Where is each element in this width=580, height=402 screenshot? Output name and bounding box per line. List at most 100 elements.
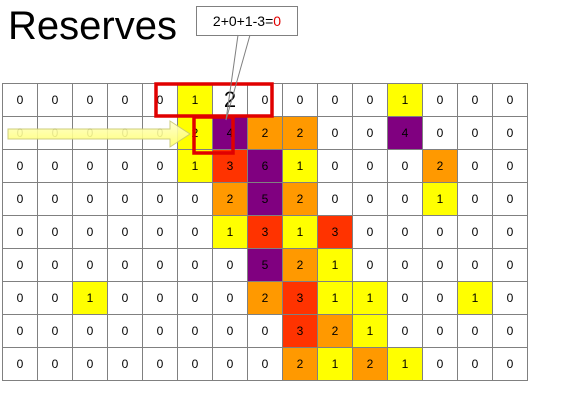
grid-row: 0 0 1 0 0 0 0 2 3 1 1 0 0 1 0: [2, 281, 528, 315]
grid-cell-value: 0: [86, 258, 94, 272]
grid-cell-value: 0: [156, 93, 164, 107]
grid-cell: 1: [317, 248, 353, 282]
grid-cell: 0: [247, 83, 283, 117]
grid-cell: 1: [177, 149, 213, 183]
grid-cell-value: 4: [401, 126, 409, 140]
grid-cell: 2: [282, 116, 318, 150]
grid-cell: 0: [37, 83, 73, 117]
grid-cell-value: 0: [51, 258, 59, 272]
grid-cell-value: 1: [226, 225, 234, 239]
grid-cell: 0: [457, 182, 493, 216]
grid-cell: 0: [492, 314, 528, 348]
grid-cell: 1: [72, 281, 108, 315]
grid-cell-value: 0: [401, 159, 409, 173]
grid-cell: 0: [37, 347, 73, 381]
grid-cell-value: 0: [51, 93, 59, 107]
grid-cell: 3: [282, 314, 318, 348]
grid-cell-value: 0: [121, 357, 129, 371]
grid-cell: 0: [37, 182, 73, 216]
grid-cell: 2: [282, 347, 318, 381]
grid-cell-value: 0: [156, 258, 164, 272]
grid-cell-value: 1: [401, 93, 409, 107]
grid-cell-value: 0: [331, 93, 339, 107]
slide-title: Reserves: [8, 4, 177, 48]
grid-cell-value: 0: [261, 93, 269, 107]
grid-cell-value: 2: [226, 192, 234, 206]
grid-cell-value: 0: [436, 258, 444, 272]
grid-cell-value: 0: [156, 192, 164, 206]
grid-cell-value: 0: [121, 93, 129, 107]
grid-cell: 0: [317, 182, 353, 216]
grid-cell: 0: [387, 182, 423, 216]
grid-row: 0 0 0 0 0 1 3 6 1 0 0 0 2 0 0: [2, 149, 528, 183]
grid-cell: 2: [352, 347, 388, 381]
grid-cell: 2: [422, 149, 458, 183]
grid-cell-value: 0: [16, 93, 24, 107]
grid-cell-value: 2: [261, 291, 269, 305]
grid-cell: 1: [387, 347, 423, 381]
grid-cell-value: 0: [401, 258, 409, 272]
grid-cell: 5: [247, 182, 283, 216]
grid-cell-value: 0: [471, 192, 479, 206]
grid-cell: 0: [72, 215, 108, 249]
grid-cell: 0: [492, 149, 528, 183]
grid-row: 0 0 0 0 0 0 0 5 2 1 0 0 0 0 0: [2, 248, 528, 282]
grid-cell: 1: [387, 83, 423, 117]
grid-cell-value: 0: [121, 258, 129, 272]
grid-cell-value: 0: [506, 357, 514, 371]
grid-cell: 0: [142, 215, 178, 249]
grid-cell-value: 0: [366, 126, 374, 140]
grid-cell-value: 0: [506, 159, 514, 173]
grid-cell-value: 0: [296, 93, 304, 107]
callout-pointer: [225, 34, 251, 121]
grid-cell-value: 0: [191, 225, 199, 239]
callout-result: 0: [273, 13, 282, 29]
grid-cell-value: 0: [506, 93, 514, 107]
grid-cell-value: 0: [121, 324, 129, 338]
grid-cell-value: 1: [436, 192, 444, 206]
grid-cell: 0: [142, 347, 178, 381]
grid-row: 0 0 0 0 0 0 0 0 3 2 1 0 0 0 0: [2, 314, 528, 348]
grid-cell-value: 0: [436, 324, 444, 338]
grid-cell-value: 0: [156, 225, 164, 239]
grid-cell-value: 0: [506, 126, 514, 140]
grid-cell: 1: [282, 215, 318, 249]
grid-cell: 0: [142, 248, 178, 282]
grid-cell-value: 0: [51, 324, 59, 338]
grid-cell-value: 3: [296, 324, 304, 338]
grid-cell-value: 0: [51, 225, 59, 239]
grid-cell-value: 2: [296, 258, 304, 272]
grid-cell-value: 0: [506, 192, 514, 206]
grid-cell-value: 0: [226, 357, 234, 371]
grid-cell-value: 0: [401, 225, 409, 239]
grid-cell-value: 0: [16, 225, 24, 239]
grid-cell: 0: [142, 281, 178, 315]
grid-cell-value: 3: [296, 291, 304, 305]
grid-cell-value: 1: [191, 93, 199, 107]
grid-cell: 0: [142, 314, 178, 348]
highlight-box-cell: [192, 115, 235, 155]
grid-cell-value: 0: [16, 357, 24, 371]
grid-cell: 1: [212, 215, 248, 249]
grid-cell: 0: [422, 215, 458, 249]
grid-cell-value: 0: [471, 159, 479, 173]
grid-cell-value: 0: [156, 324, 164, 338]
grid-cell-value: 0: [506, 324, 514, 338]
grid-cell-value: 3: [331, 225, 339, 239]
grid-cell: 0: [2, 215, 38, 249]
grid-cell: 0: [212, 347, 248, 381]
grid-cell: 0: [352, 215, 388, 249]
grid-row: 000002422004000: [2, 116, 528, 150]
grid-cell-value: 0: [506, 291, 514, 305]
grid-cell-value: 1: [366, 291, 374, 305]
grid-cell: 0: [422, 248, 458, 282]
grid-cell-value: 0: [226, 291, 234, 305]
grid-cell: 0: [387, 215, 423, 249]
highlight-box-window: [154, 82, 274, 118]
grid-cell: 2: [282, 248, 318, 282]
grid-cell: 0: [2, 83, 38, 117]
grid-cell-value: 4: [226, 126, 234, 140]
grid-cell-value: 0: [51, 192, 59, 206]
grid-cell: 0: [72, 248, 108, 282]
grid-cell-value: 1: [296, 225, 304, 239]
